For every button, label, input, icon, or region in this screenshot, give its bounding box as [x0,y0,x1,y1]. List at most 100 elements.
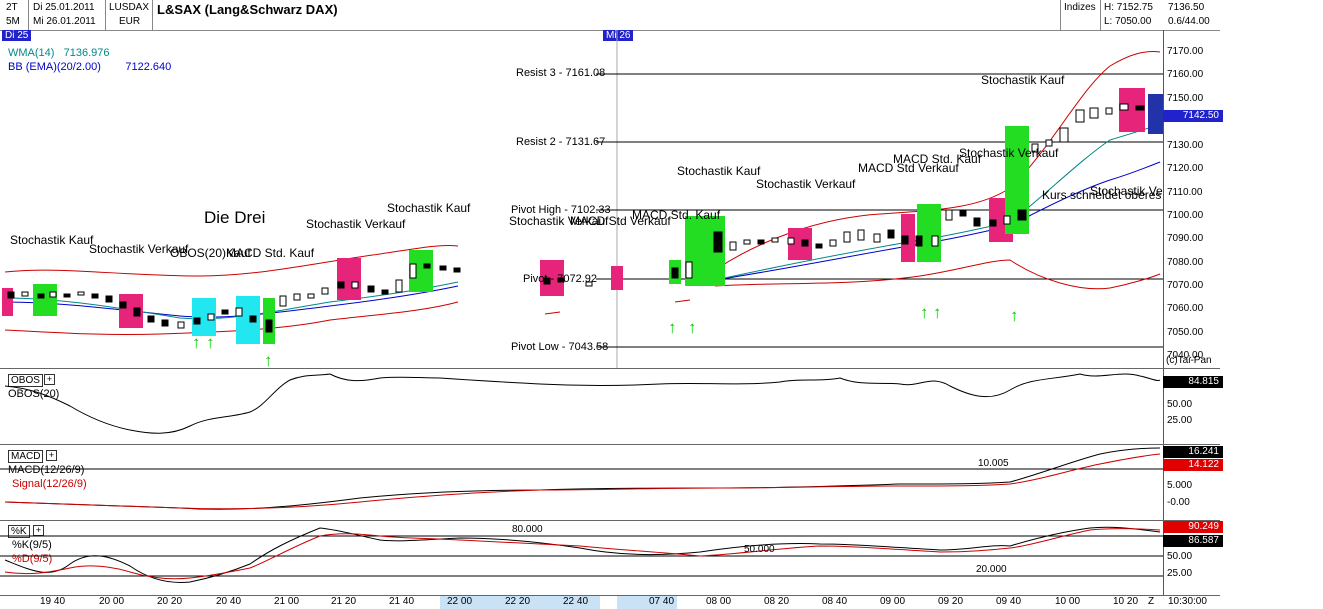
signal-label: Stochastik Kauf [387,201,471,215]
buy-arrow-icon: ↑ [192,333,201,352]
macd-value: 16.241 [1163,446,1223,458]
x-label: 08 00 [706,596,732,607]
copyright: (c)Tai-Pan [1166,355,1212,366]
stoch-button[interactable]: %K [8,525,30,538]
obos-axis: 50.00 25.00 [1167,399,1193,426]
divider [152,0,153,30]
x-label: 20 20 [157,596,183,607]
x-label: 21 00 [274,596,300,607]
x-label: 21 20 [331,596,357,607]
macd-level: 10.005 [978,458,1009,469]
divider [28,0,29,30]
current-time: 10:30:00 [1168,596,1207,607]
stoch-chart [0,526,1163,583]
obos-button[interactable]: OBOS [8,374,43,387]
wma-legend: WMA(14) 7136.976 [8,47,110,59]
x-label: 20 00 [99,596,125,607]
stoch-k-label: %K(9/5) [12,539,52,551]
period-2t[interactable]: 2T [6,2,18,13]
scroll-range[interactable] [440,596,600,609]
macd-label: MACD(12/26/9) [8,464,85,476]
buy-arrow-icon: ↑ [206,333,215,352]
date-range-1: Di 25.01.2011 [33,2,95,13]
obos-value: 84.815 [1163,376,1223,388]
pivot-label: Pivot - 7072.92 [523,273,597,285]
high-value: H: 7152.75 [1104,2,1153,13]
signal-label: Stochastik Kauf [10,233,94,247]
bb-legend: BB (EMA)(20/2.00) 7122.640 [8,61,172,73]
scroll-range[interactable] [617,596,677,609]
x-label: 19 40 [40,596,66,607]
x-label: 08 40 [822,596,848,607]
signal-label: Stochastik Verkauf [509,214,609,228]
signal-label: Stochastik Ve [1090,184,1163,198]
signal-label: MACD Std. Kauf [226,246,315,260]
x-label: 09 00 [880,596,906,607]
x-label: 22 40 [563,596,589,607]
buy-arrow-icon: ↑ [920,303,929,322]
signal-label: Stochastik Verkauf [89,242,189,256]
pivot-low-label: Pivot Low - 7043.58 [511,341,609,353]
signal-label: Stochastik Kauf [677,164,761,178]
stoch-level20: 20.000 [976,564,1007,575]
signal-label: MACD Std Verkauf [858,161,959,175]
x-label: 22 20 [505,596,531,607]
macd-chart [0,447,1163,510]
divider [1100,0,1101,30]
x-label: 20 40 [216,596,242,607]
signal-label: Kurs schneidet oberes [1042,188,1162,202]
symbol: LUSDAX [109,2,150,13]
add-icon[interactable]: + [44,374,55,385]
x-label: 10 20 [1113,596,1139,607]
price-chart[interactable] [0,30,1163,368]
buy-arrow-icon: ↑ [668,318,677,337]
buy-arrow-icon: ↑ [1010,306,1019,325]
signal-label: MACD Std Verkauf [570,214,671,228]
price-axis: 7170.00 7160.00 7150.00 7130.00 7120.00 … [1167,46,1204,361]
resist2-label: Resist 2 - 7131.67 [516,136,606,148]
buy-arrow-icon: ↑ [933,303,942,322]
chart-title: L&SAX (Lang&Schwarz DAX) [157,2,338,17]
signal-label: Signal(12/26/9) [12,478,87,490]
index-label[interactable]: Indizes [1064,2,1096,13]
signal-label: Stochastik Verkauf [756,177,856,191]
x-label: 08 20 [764,596,790,607]
stoch-k-value: 90.249 [1163,521,1223,533]
zoom-toggle[interactable]: Z [1148,596,1155,607]
signal-label: Stochastik Verkauf [306,217,406,231]
chart-header: 2T 5M Di 25.01.2011 Mi 26.01.2011 LUSDAX… [0,0,1220,31]
low-value: L: 7050.00 [1104,16,1152,27]
current-price-marker: 7142.50 [1163,110,1223,122]
resist3-label: Resist 3 - 7161.08 [516,67,606,79]
x-label: 09 20 [938,596,964,607]
buy-arrow-icon: ↑ [688,318,697,337]
stoch-axis: 50.00 25.00 [1167,551,1193,579]
signal-label: MACD Std. Kauf [632,208,721,222]
add-icon[interactable]: + [46,450,57,461]
panel-divider [0,444,1220,445]
last-price: 7136.50 [1168,2,1205,13]
obos-chart [4,373,1161,434]
signal-label: OBOS(20)Kauf [170,246,251,260]
pattern-label: Die Drei [204,208,266,227]
divider [1060,0,1061,30]
macd-signal-value: 14.122 [1163,459,1223,471]
macd-axis: 5.000 -0.00 [1167,480,1193,508]
divider [105,0,106,30]
signal-label: Stochastik Verkauf [959,146,1059,160]
panel-divider [0,368,1220,369]
panel-divider [0,520,1220,521]
macd-button[interactable]: MACD [8,450,44,463]
x-label: 07 40 [649,596,675,607]
x-label: 10 00 [1055,596,1081,607]
period-5m[interactable]: 5M [6,16,20,27]
x-axis-line [0,595,1220,596]
currency: EUR [119,16,141,27]
buy-arrow-icon: ↑ [264,351,273,370]
day-tag-wed: Mi 26 [603,30,634,41]
axis-line [1163,30,1164,596]
stoch-level50: 50.000 [744,544,775,555]
signal-label: Stochastik Kauf [981,73,1065,87]
pivot-high-label: Pivot High - 7102.33 [511,204,611,216]
x-label: 22 00 [447,596,473,607]
